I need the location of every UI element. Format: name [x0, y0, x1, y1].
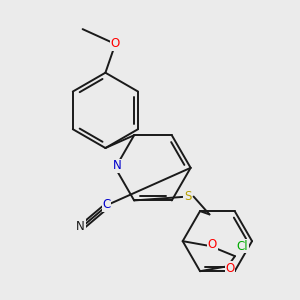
- Text: N: N: [113, 159, 122, 172]
- Text: O: O: [225, 262, 234, 275]
- Text: O: O: [208, 238, 217, 250]
- Text: S: S: [184, 190, 191, 203]
- Text: N: N: [76, 220, 85, 233]
- Text: C: C: [102, 198, 110, 211]
- Text: O: O: [111, 38, 120, 50]
- Text: Cl: Cl: [236, 240, 248, 253]
